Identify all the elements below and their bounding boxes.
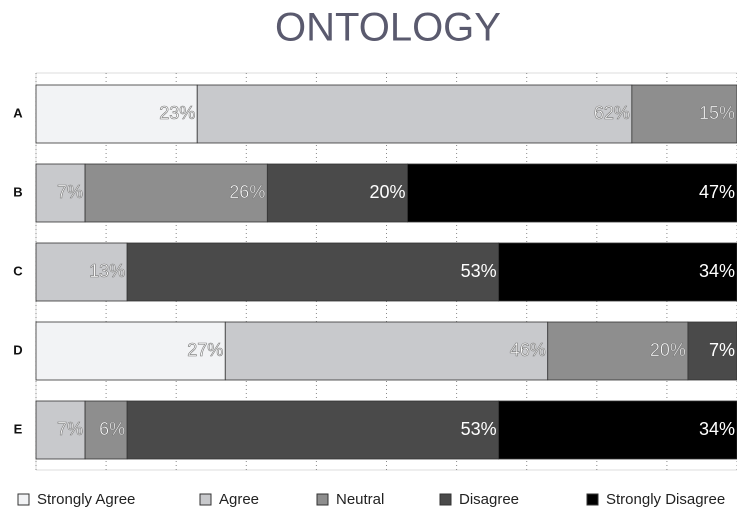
bar-segment: [547, 321, 689, 381]
value-label: 7%: [57, 182, 83, 202]
value-label: 23%: [159, 103, 195, 123]
bar-segment: [84, 163, 268, 223]
y-tick-label: A: [13, 105, 23, 120]
value-label: 7%: [57, 419, 83, 439]
value-label: 20%: [650, 340, 686, 360]
legend-swatch: [17, 493, 30, 506]
legend-label: Disagree: [459, 491, 519, 508]
legend-label: Agree: [219, 491, 259, 508]
bar-segment: [35, 242, 128, 302]
value-label: 26%: [229, 182, 265, 202]
y-tick-label: B: [13, 184, 22, 199]
value-label: 46%: [510, 340, 546, 360]
bar-segment: [631, 84, 737, 144]
legend-swatch: [586, 493, 599, 506]
value-label: 53%: [461, 419, 497, 439]
y-tick-label: D: [13, 342, 22, 357]
bar-segment: [35, 84, 198, 144]
y-tick-label: C: [13, 263, 23, 278]
legend-swatch: [199, 493, 212, 506]
value-label: 15%: [699, 103, 735, 123]
legend-label: Strongly Agree: [37, 491, 135, 508]
value-label: 62%: [594, 103, 630, 123]
bar-segment: [126, 242, 500, 302]
value-label: 7%: [709, 340, 735, 360]
bar-segment: [224, 321, 549, 381]
value-label: 47%: [699, 182, 735, 202]
legend-label: Strongly Disagree: [606, 491, 725, 508]
legend-swatch: [439, 493, 452, 506]
bar-segment: [407, 163, 737, 223]
chart-title: ONTOLOGY: [275, 6, 501, 50]
legend-label: Neutral: [336, 491, 384, 508]
y-tick-label: E: [14, 421, 23, 436]
bar-segment: [196, 84, 633, 144]
bar-segment: [84, 400, 128, 460]
bar-segment: [498, 400, 737, 460]
bar-segment: [498, 242, 737, 302]
bar-segment: [126, 400, 500, 460]
value-label: 34%: [699, 261, 735, 281]
bar-segment: [35, 163, 86, 223]
value-label: 20%: [369, 182, 405, 202]
value-label: 53%: [461, 261, 497, 281]
legend-swatch: [316, 493, 329, 506]
value-label: 6%: [99, 419, 125, 439]
bar-segment: [266, 163, 408, 223]
value-label: 34%: [699, 419, 735, 439]
value-label: 13%: [89, 261, 125, 281]
value-label: 27%: [187, 340, 223, 360]
bar-segment: [687, 321, 737, 381]
